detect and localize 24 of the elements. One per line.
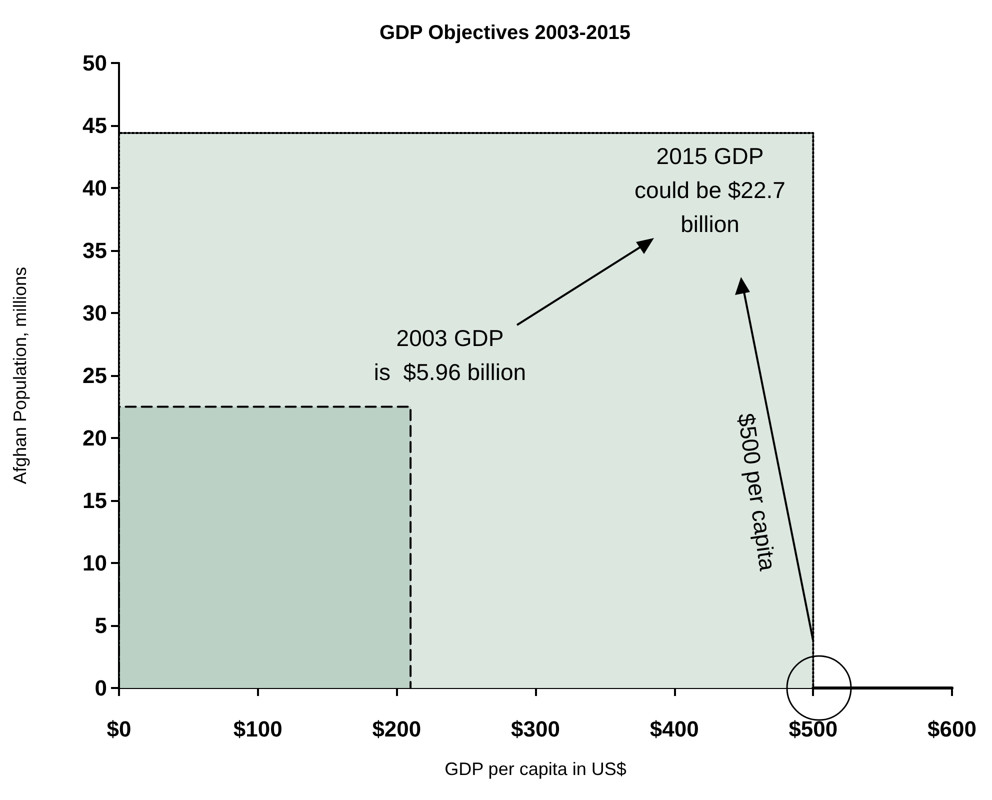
y-tick-label: 0	[94, 676, 107, 700]
x-tick-label: $600	[928, 716, 976, 742]
x-tick-label: $500	[788, 716, 838, 742]
y-tick-label: 30	[82, 300, 107, 326]
chart-title: GDP Objectives 2003-2015	[380, 22, 630, 44]
y-tick-label: 15	[82, 488, 107, 513]
y-tick-label: 35	[82, 238, 107, 263]
x-tick-label: $300	[511, 716, 560, 742]
x-tick-label: $100	[233, 716, 282, 742]
y-tick-label: 40	[82, 176, 107, 200]
x-tick-label: $0	[106, 716, 132, 742]
y-tick-label: 50	[82, 50, 107, 76]
annotation: $500 per capita	[733, 412, 781, 572]
x-tick-label: $200	[372, 716, 422, 742]
x-tick-label: $400	[650, 716, 699, 742]
annotation: 2003 GDP is $5.96 billion	[374, 325, 526, 385]
annotation: 2015 GDP could be $22.7 billion	[634, 143, 786, 237]
y-axis-title: Afghan Population, millions	[10, 266, 30, 484]
y-tick-label: 5	[94, 613, 107, 638]
y-tick-label: 10	[82, 550, 107, 576]
x-axis-title: GDP per capita in US$	[444, 759, 626, 779]
y-tick-label: 45	[82, 113, 107, 138]
y-tick-label: 25	[82, 363, 107, 388]
y-tick-label: 20	[82, 426, 107, 450]
